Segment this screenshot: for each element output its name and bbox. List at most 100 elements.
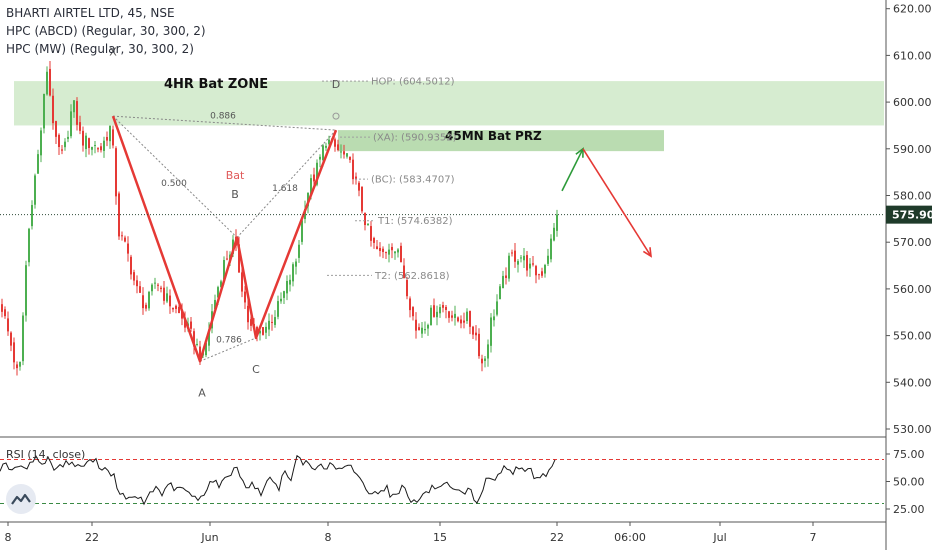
candle xyxy=(106,137,108,141)
tradingview-logo xyxy=(6,484,36,514)
candle xyxy=(178,306,180,314)
price-axis-label: 530.00 xyxy=(893,423,932,436)
candle xyxy=(136,280,138,287)
candle xyxy=(22,315,24,362)
candle xyxy=(133,272,135,281)
candle xyxy=(358,182,360,191)
candle xyxy=(157,284,159,286)
candle xyxy=(148,291,150,309)
time-axis-label: 15 xyxy=(433,531,447,544)
candle xyxy=(154,282,156,284)
candle xyxy=(259,330,261,334)
candle xyxy=(124,237,126,242)
candle xyxy=(361,186,363,212)
bat-zone-4hr-label: 4HR Bat ZONE xyxy=(164,77,268,92)
last-price-label: 575.90 xyxy=(892,209,932,222)
candle xyxy=(301,220,303,242)
candle xyxy=(316,162,318,185)
candle xyxy=(508,255,510,279)
candle xyxy=(280,298,282,302)
candle xyxy=(454,313,456,318)
candle xyxy=(460,319,462,324)
pattern-point-c: C xyxy=(252,363,260,376)
price-axis-label: 610.00 xyxy=(893,49,932,62)
ratio-label: 0.886 xyxy=(210,111,236,121)
candle xyxy=(550,238,552,260)
candle xyxy=(34,175,36,205)
candle xyxy=(52,95,54,124)
candle xyxy=(79,122,81,131)
price-pane[interactable] xyxy=(0,0,884,436)
candle xyxy=(274,317,276,325)
time-axis-label: 22 xyxy=(550,531,564,544)
candle xyxy=(418,327,420,331)
candle xyxy=(478,333,480,357)
candle xyxy=(373,238,375,243)
candle xyxy=(469,311,471,327)
candle xyxy=(97,148,99,150)
candle xyxy=(220,281,222,287)
rsi-title: RSI (14, close) xyxy=(6,448,85,461)
candle xyxy=(13,342,15,363)
xb-retrace-line xyxy=(112,115,238,238)
pattern-point-x: X xyxy=(109,45,117,58)
candle xyxy=(400,245,402,263)
candle xyxy=(349,156,351,160)
candle xyxy=(385,252,387,254)
price-axis[interactable] xyxy=(886,0,932,550)
rsi-pane[interactable] xyxy=(0,439,884,521)
candle xyxy=(553,227,555,241)
candle xyxy=(538,274,540,276)
candle xyxy=(19,361,21,367)
candle xyxy=(442,305,444,308)
candle xyxy=(532,263,534,265)
candle xyxy=(64,141,66,148)
candle xyxy=(61,149,63,151)
candle xyxy=(433,305,435,317)
candle xyxy=(25,265,27,316)
candle xyxy=(325,145,327,148)
candle xyxy=(346,153,348,157)
candle xyxy=(436,311,438,318)
target-level-label: (BC): (583.4707) xyxy=(371,175,455,186)
candle xyxy=(145,304,147,309)
candle xyxy=(388,249,390,255)
candle xyxy=(76,101,78,125)
candle xyxy=(208,329,210,346)
candle xyxy=(520,257,522,259)
candle xyxy=(430,307,432,326)
candle xyxy=(271,321,273,323)
candle xyxy=(181,310,183,319)
candle xyxy=(352,159,354,180)
projection-arrow-down-head xyxy=(642,247,652,258)
candle xyxy=(328,139,330,145)
indicator-mw-label: HPC (MW) (Regular, 30, 300, 2) xyxy=(6,42,194,56)
xd-retrace-line xyxy=(112,115,337,131)
candle xyxy=(370,226,372,241)
candle xyxy=(109,125,111,142)
candle xyxy=(355,176,357,180)
candle xyxy=(262,327,264,335)
time-axis-label: Jul xyxy=(712,531,726,544)
candle xyxy=(391,246,393,251)
time-axis-label: 7 xyxy=(810,531,817,544)
candle xyxy=(415,319,417,331)
candle xyxy=(256,327,258,334)
candle xyxy=(103,140,105,151)
candle xyxy=(43,93,45,129)
candle xyxy=(238,244,240,273)
candle xyxy=(82,130,84,146)
candle xyxy=(244,291,246,303)
candle xyxy=(439,307,441,314)
candle xyxy=(295,261,297,267)
candle xyxy=(214,299,216,310)
pattern-point-d: D xyxy=(332,78,340,91)
candle xyxy=(523,255,525,261)
candle xyxy=(205,343,207,356)
candle xyxy=(463,320,465,323)
candle xyxy=(172,307,174,310)
candle xyxy=(529,263,531,269)
candle xyxy=(10,332,12,346)
